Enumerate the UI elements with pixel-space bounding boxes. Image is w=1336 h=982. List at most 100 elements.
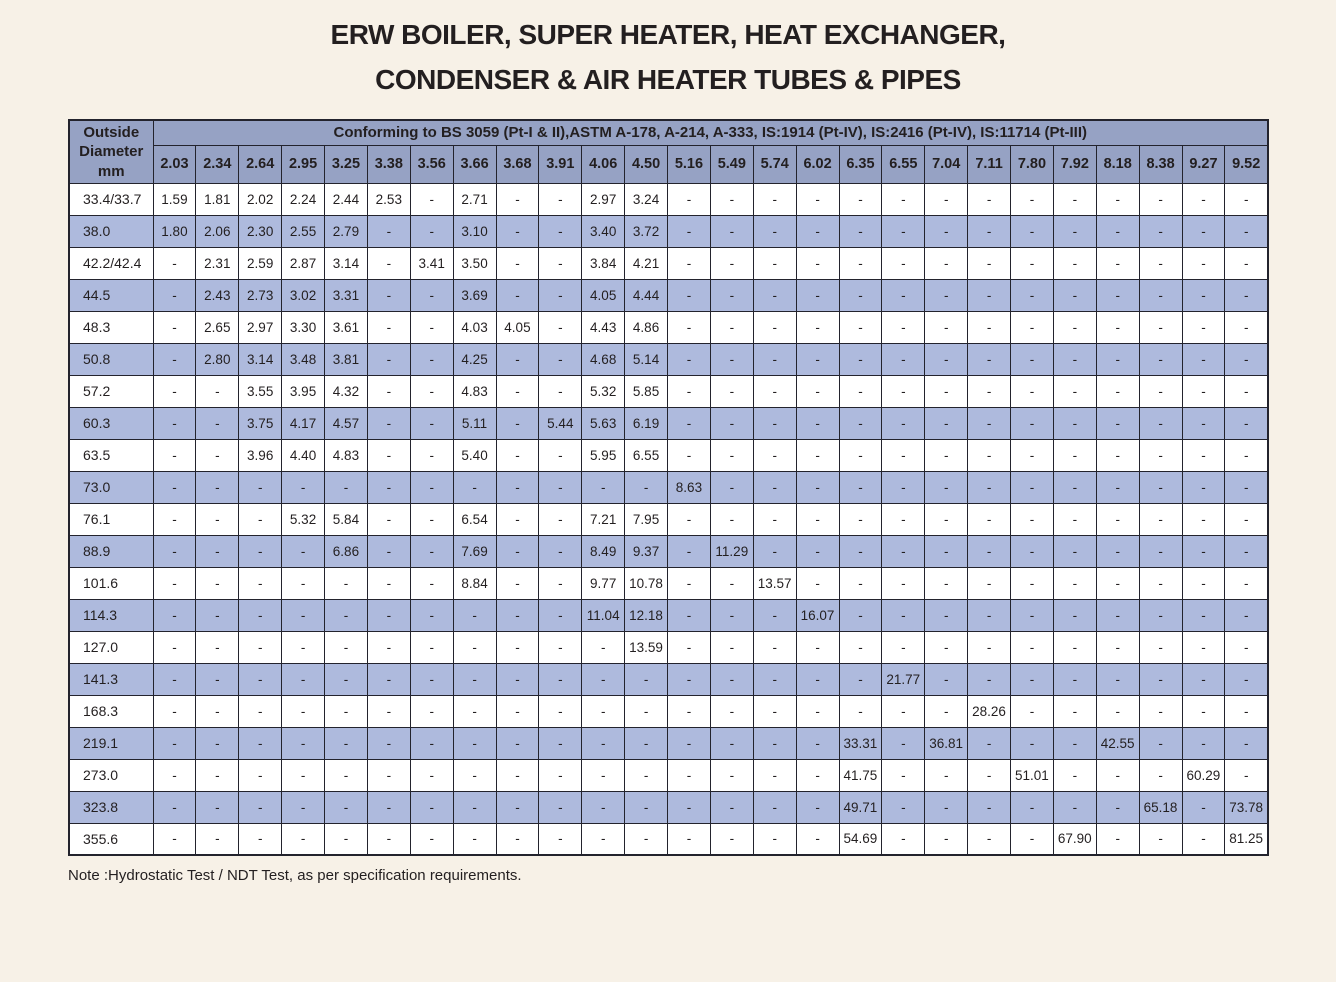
weight-value-cell: - (1095, 214, 1140, 248)
corner-header-line: Diameter (79, 143, 144, 160)
weight-value-cell: - (366, 502, 411, 536)
weight-value-cell: 8.84 (452, 566, 497, 600)
weight-value-cell: 4.57 (324, 406, 368, 440)
weight-value-cell: - (538, 278, 583, 312)
weight-value-cell: - (838, 374, 883, 408)
weight-value-cell: - (752, 374, 797, 408)
weight-value-cell: 3.41 (409, 246, 454, 280)
weight-value-cell: 5.63 (581, 406, 626, 440)
weight-value-cell: - (495, 374, 540, 408)
outside-diameter-cell: 88.9 (68, 534, 154, 568)
weight-value-cell: - (1181, 470, 1226, 504)
weight-value-cell: - (709, 470, 754, 504)
weight-value-cell: - (366, 822, 411, 856)
thickness-column-header: 4.50 (624, 144, 668, 184)
weight-value-cell: - (1052, 470, 1097, 504)
thickness-column-header: 9.27 (1181, 144, 1226, 184)
weight-value-cell: - (495, 822, 540, 856)
weight-value-cell: - (581, 822, 626, 856)
weight-value-cell: - (409, 502, 454, 536)
weight-value-cell: 4.05 (495, 310, 540, 344)
weight-value-cell: 13.57 (752, 566, 797, 600)
weight-value-cell: - (752, 278, 797, 312)
table-row: 50.8-2.80 3.14 3.48 3.81- -4.25- -4.68 5.14- - -… (68, 342, 1269, 376)
weight-value-cell: 3.81 (324, 342, 368, 376)
weight-value-cell: - (366, 246, 411, 280)
weight-value-cell: - (452, 470, 497, 504)
weight-value-cell: 33.31 (838, 726, 883, 760)
weight-value-cell: 7.95 (624, 502, 668, 536)
weight-value-cell: 1.59 (152, 182, 197, 216)
weight-value-cell: - (1181, 694, 1226, 728)
weight-value-cell: - (581, 758, 626, 792)
weight-value-cell: - (1224, 374, 1269, 408)
weight-value-cell: - (324, 566, 368, 600)
weight-value-cell: - (152, 534, 197, 568)
weight-value-cell: - (409, 374, 454, 408)
weight-value-cell: - (667, 310, 711, 344)
table-body: 33.4/33.7 1.59 1.81 2.02 2.24 2.44 2.53-2.71- -… (68, 182, 1269, 856)
weight-value-cell: - (1052, 694, 1097, 728)
weight-value-cell: - (1181, 310, 1226, 344)
weight-value-cell: - (366, 374, 411, 408)
thickness-column-header: 2.64 (238, 144, 283, 184)
weight-value-cell: - (409, 406, 454, 440)
weight-value-cell: - (1181, 790, 1226, 824)
weight-value-cell: - (1138, 726, 1183, 760)
weight-value-cell: - (709, 694, 754, 728)
weight-value-cell: 11.04 (581, 598, 626, 632)
weight-value-cell: - (838, 662, 883, 696)
weight-value-cell: - (195, 630, 240, 664)
thickness-column-header: 8.38 (1138, 144, 1183, 184)
weight-value-cell: 2.53 (366, 182, 411, 216)
weight-value-cell: 36.81 (924, 726, 969, 760)
weight-value-cell: - (709, 758, 754, 792)
weight-value-cell: - (667, 726, 711, 760)
thickness-column-header: 6.35 (838, 144, 883, 184)
weight-value-cell: - (538, 566, 583, 600)
weight-value-cell: - (881, 438, 926, 472)
weight-value-cell: - (667, 374, 711, 408)
weight-value-cell: - (624, 822, 668, 856)
weight-value-cell: 5.95 (581, 438, 626, 472)
weight-value-cell: - (581, 662, 626, 696)
weight-value-cell: - (752, 790, 797, 824)
weight-value-cell: - (152, 598, 197, 632)
weight-value-cell: - (538, 598, 583, 632)
weight-value-cell: - (538, 502, 583, 536)
thickness-column-header: 3.56 (409, 144, 454, 184)
weight-value-cell: - (967, 758, 1011, 792)
weight-value-cell: - (1138, 438, 1183, 472)
weight-value-cell: - (752, 534, 797, 568)
thickness-column-header: 4.06 (581, 144, 626, 184)
weight-value-cell: - (924, 662, 969, 696)
weight-value-cell: - (1095, 374, 1140, 408)
weight-value-cell: - (1052, 566, 1097, 600)
weight-value-cell: - (1138, 758, 1183, 792)
outside-diameter-cell: 50.8 (68, 342, 154, 376)
weight-value-cell: 81.25 (1224, 822, 1269, 856)
weight-value-cell: - (967, 662, 1011, 696)
weight-value-cell: 2.71 (452, 182, 497, 216)
weight-value-cell: - (881, 726, 926, 760)
weight-value-cell: - (195, 534, 240, 568)
weight-value-cell: - (752, 758, 797, 792)
weight-value-cell: 3.75 (238, 406, 283, 440)
thickness-column-header: 3.91 (538, 144, 583, 184)
weight-value-cell: - (1010, 182, 1054, 216)
weight-value-cell: - (238, 694, 283, 728)
weight-value-cell: 1.81 (195, 182, 240, 216)
table-row: 219.1- - - - - - - - - - - - - - - -33.31-36.81- - -42.55… (68, 726, 1269, 760)
weight-value-cell: - (1010, 406, 1054, 440)
weight-value-cell: - (1095, 822, 1140, 856)
weight-value-cell: - (152, 630, 197, 664)
weight-value-cell: - (838, 694, 883, 728)
weight-value-cell: - (409, 630, 454, 664)
weight-value-cell: - (452, 598, 497, 632)
weight-value-cell: - (409, 694, 454, 728)
weight-value-cell: - (238, 630, 283, 664)
table-row: 168.3- - - - - - - - - - - - - - - - - - -28.26- - - - - - (68, 694, 1269, 728)
weight-value-cell: - (1010, 726, 1054, 760)
weight-value-cell: - (1181, 342, 1226, 376)
weight-value-cell: - (881, 406, 926, 440)
